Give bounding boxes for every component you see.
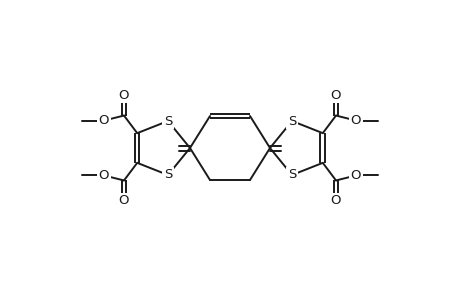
Text: O: O [330,89,341,102]
Text: O: O [350,114,360,127]
Text: O: O [99,169,109,182]
Text: O: O [350,169,360,182]
Text: S: S [287,169,296,182]
Text: O: O [118,194,129,207]
Text: S: S [163,169,172,182]
Text: S: S [163,115,172,128]
Text: O: O [118,89,129,102]
Text: S: S [287,115,296,128]
Text: O: O [330,194,341,207]
Text: O: O [99,114,109,127]
